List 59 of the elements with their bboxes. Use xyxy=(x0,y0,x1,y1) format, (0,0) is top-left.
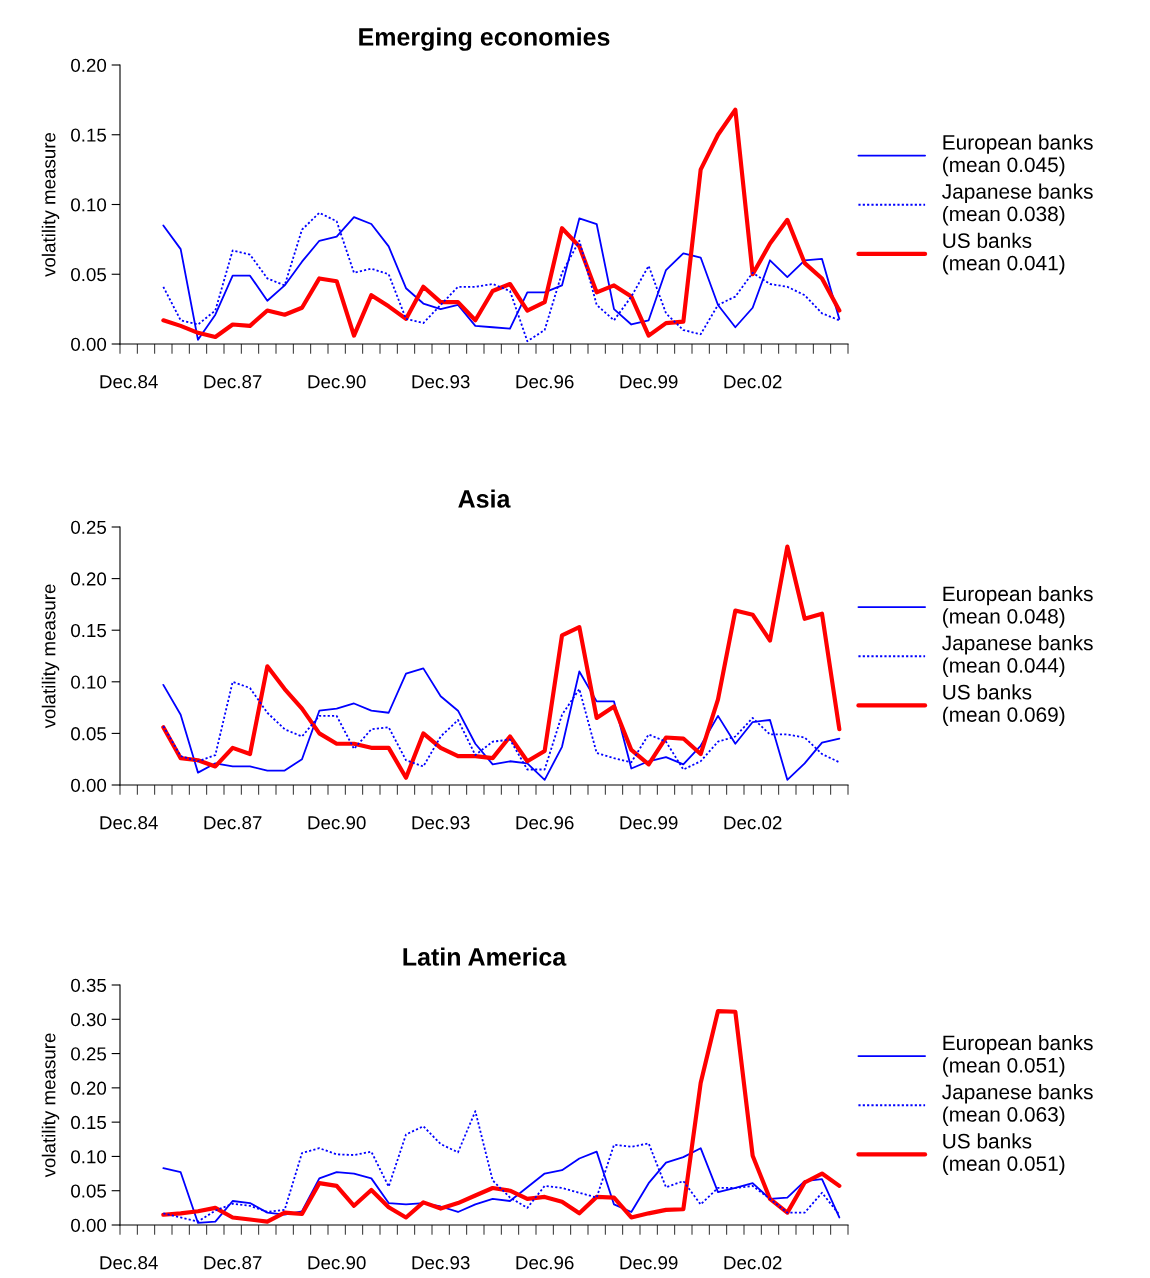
y-tick-label: 0.25 xyxy=(71,1047,107,1061)
x-tick-label: Dec.87 xyxy=(204,375,262,389)
x-tick-label: Dec.87 xyxy=(204,816,262,830)
x-tick-label: Dec.02 xyxy=(724,816,782,830)
y-tick-label: 0.05 xyxy=(71,727,107,741)
x-tick-label: Dec.99 xyxy=(620,375,678,389)
x-tick-label: Dec.96 xyxy=(516,816,574,830)
x-tick-label: Dec.93 xyxy=(412,1256,470,1270)
x-tick-label: Dec.99 xyxy=(620,1256,678,1270)
x-tick-label: Dec.02 xyxy=(724,375,782,389)
y-tick-label: 0.30 xyxy=(71,1012,107,1027)
y-tick-label: 0.20 xyxy=(71,1081,107,1095)
line-series xyxy=(161,107,842,340)
x-tick-label: Dec.93 xyxy=(412,375,470,389)
x-tick-label: Dec.02 xyxy=(724,1256,782,1270)
x-tick-label: Dec.90 xyxy=(308,816,366,830)
x-tick-label: Dec.90 xyxy=(308,375,366,389)
legend-label: Japanese banks (mean 0.044) xyxy=(942,635,1093,677)
y-axis-title: volatility measure xyxy=(41,1033,60,1178)
legend-label: European banks (mean 0.045) xyxy=(943,134,1093,177)
legend-label: US banks (mean 0.041) xyxy=(943,232,1065,275)
x-tick-label: Dec.87 xyxy=(204,1256,262,1270)
x-tick-label: Dec.84 xyxy=(100,375,158,389)
legend-label: US banks (mean 0.051) xyxy=(943,1133,1065,1176)
y-tick-label: 0.00 xyxy=(71,1218,107,1232)
x-tick-label: Dec.96 xyxy=(516,1256,574,1270)
y-tick-label: 0.15 xyxy=(71,128,107,142)
y-tick-label: 0.25 xyxy=(71,520,107,534)
y-tick-label: 0.20 xyxy=(71,58,107,72)
y-tick-label: 0.10 xyxy=(71,1150,107,1164)
y-tick-label: 0.20 xyxy=(71,572,107,586)
y-tick-label: 0.15 xyxy=(71,623,107,638)
chart-title: Latin America xyxy=(403,947,567,966)
x-tick-label: Dec.99 xyxy=(620,816,678,830)
y-tick-label: 0.15 xyxy=(71,1115,107,1130)
legend-label: US banks (mean 0.069) xyxy=(943,684,1065,727)
x-tick-label: Dec.84 xyxy=(100,816,158,830)
legend-label: European banks (mean 0.051) xyxy=(943,1034,1093,1077)
legend-label: Japanese banks (mean 0.038) xyxy=(942,183,1093,226)
line-series xyxy=(161,544,842,780)
x-tick-label: Dec.93 xyxy=(412,816,470,830)
x-tick-label: Dec.96 xyxy=(516,375,574,389)
y-tick-label: 0.05 xyxy=(71,1184,107,1198)
y-tick-label: 0.00 xyxy=(71,778,107,792)
legend-label: Japanese banks (mean 0.063) xyxy=(942,1084,1093,1126)
y-tick-label: 0.00 xyxy=(71,337,107,351)
line-series xyxy=(161,1008,842,1224)
y-axis-title: volatility measure xyxy=(41,584,60,729)
legend-label: European banks (mean 0.048) xyxy=(943,585,1093,628)
chart-title: Asia xyxy=(458,489,511,508)
y-tick-label: 0.35 xyxy=(71,978,107,992)
y-tick-label: 0.05 xyxy=(71,267,107,282)
x-tick-label: Dec.84 xyxy=(100,1256,158,1270)
line-series xyxy=(162,667,841,781)
y-tick-label: 0.10 xyxy=(71,675,107,689)
y-tick-label: 0.10 xyxy=(71,198,107,212)
chart-title: Emerging economies xyxy=(359,27,610,51)
y-axis-title: volatility measure xyxy=(41,132,60,277)
x-tick-label: Dec.90 xyxy=(308,1256,366,1270)
